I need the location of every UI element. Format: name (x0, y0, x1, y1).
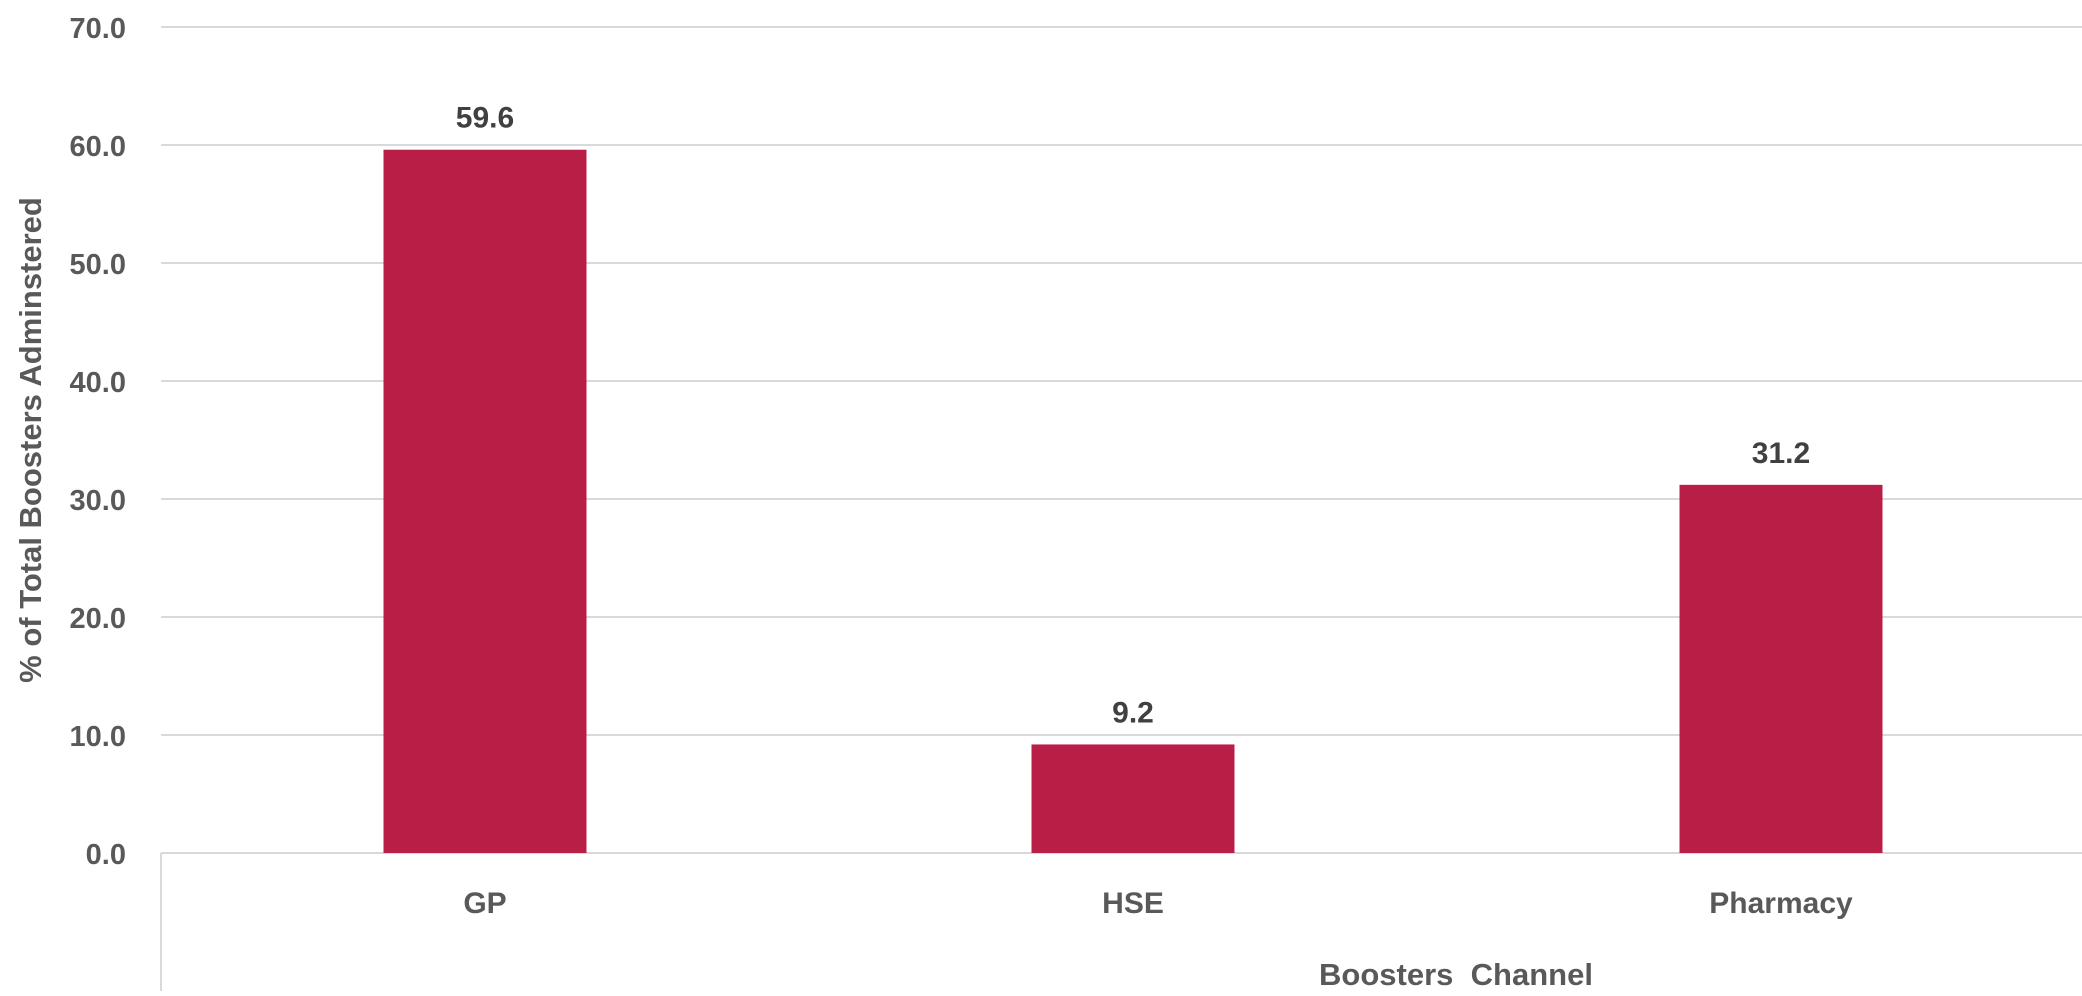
x-axis-title: Boosters Channel (1319, 957, 1593, 991)
y-tick-label: 20.0 (70, 603, 126, 635)
y-tick-label: 10.0 (70, 721, 126, 753)
y-tick-label: 50.0 (70, 249, 126, 281)
bar-hse (1031, 744, 1235, 853)
bar-gp (383, 149, 587, 854)
axes (160, 852, 2082, 991)
data-label: 9.2 (1112, 696, 1154, 729)
x-tick-label: HSE (1102, 887, 1164, 920)
y-axis-title: % of Total Boosters Adminstered (13, 197, 48, 683)
y-tick-label: 0.0 (86, 839, 126, 871)
data-label: 31.2 (1752, 437, 1810, 470)
x-tick-label: Pharmacy (1709, 887, 1853, 920)
bar-pharmacy (1679, 484, 1883, 853)
data-labels: 59.6 9.2 31.2 (456, 102, 1810, 730)
data-label: 59.6 (456, 102, 514, 135)
x-tick-label: GP (463, 887, 506, 920)
y-tick-label: 60.0 (70, 131, 126, 163)
x-tick-labels: GP HSE Pharmacy (463, 887, 1853, 920)
y-tick-labels: 0.0 10.0 20.0 30.0 40.0 50.0 60.0 70.0 (70, 13, 126, 871)
y-tick-label: 40.0 (70, 367, 126, 399)
y-tick-label: 70.0 (70, 13, 126, 45)
y-tick-label: 30.0 (70, 485, 126, 517)
bars (383, 149, 1883, 854)
